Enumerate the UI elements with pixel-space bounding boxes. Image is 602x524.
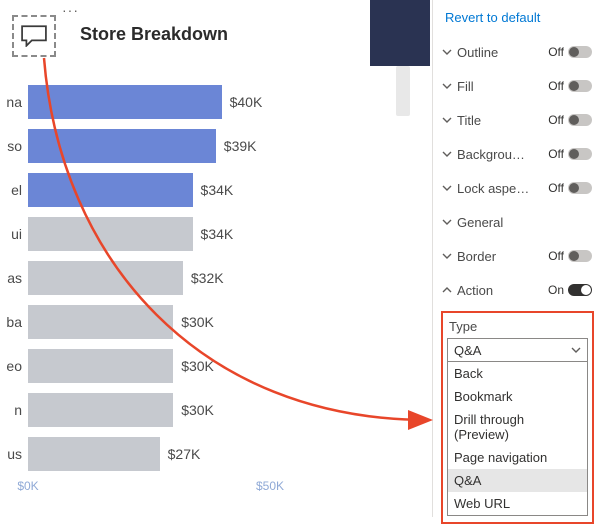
bar-category-label: ui bbox=[0, 226, 28, 242]
toggle-switch[interactable] bbox=[568, 182, 592, 194]
dropdown-option[interactable]: Drill through (Preview) bbox=[448, 408, 587, 446]
canvas-scrollbar[interactable] bbox=[396, 66, 410, 116]
dropdown-option[interactable]: Web URL bbox=[448, 492, 587, 515]
toggle-switch[interactable] bbox=[568, 250, 592, 262]
bar-value-label: $30K bbox=[181, 314, 214, 330]
property-label: Title bbox=[457, 113, 548, 128]
bar-fill[interactable]: $39K bbox=[28, 129, 216, 163]
format-property-row[interactable]: TitleOff bbox=[433, 103, 602, 137]
dropdown-option[interactable]: Back bbox=[448, 362, 587, 385]
type-dropdown: BackBookmarkDrill through (Preview)Page … bbox=[447, 362, 588, 516]
bar-row: so$39K bbox=[0, 124, 380, 168]
property-label: Lock aspe… bbox=[457, 181, 548, 196]
bar-fill[interactable]: $34K bbox=[28, 173, 193, 207]
axis-tick: $0K bbox=[17, 479, 38, 493]
bar-category-label: eo bbox=[0, 358, 28, 374]
toggle-switch[interactable] bbox=[568, 148, 592, 160]
dropdown-option[interactable]: Page navigation bbox=[448, 446, 587, 469]
bar-category-label: us bbox=[0, 446, 28, 462]
toggle-switch[interactable] bbox=[568, 46, 592, 58]
bar-category-label: na bbox=[0, 94, 28, 110]
bar-row: ui$34K bbox=[0, 212, 380, 256]
format-pane: Revert to default OutlineOffFillOffTitle… bbox=[432, 0, 602, 517]
format-property-row[interactable]: BorderOff bbox=[433, 239, 602, 273]
chevron-down-icon bbox=[439, 183, 455, 193]
toggle-state-label: Off bbox=[548, 181, 564, 195]
speech-bubble-icon bbox=[21, 25, 47, 47]
toggle-state-label: Off bbox=[548, 147, 564, 161]
chevron-down-icon bbox=[439, 115, 455, 125]
canvas-dark-region bbox=[370, 0, 430, 66]
bar-fill[interactable]: $34K bbox=[28, 217, 193, 251]
chevron-down-icon bbox=[439, 47, 455, 57]
chart-title: Store Breakdown bbox=[80, 24, 228, 45]
bar-fill[interactable]: $30K bbox=[28, 349, 173, 383]
chevron-down-icon bbox=[439, 149, 455, 159]
toggle-state-label: Off bbox=[548, 249, 564, 263]
format-property-row[interactable]: General bbox=[433, 205, 602, 239]
chevron-down-icon bbox=[439, 251, 455, 261]
chevron-down-icon bbox=[571, 345, 581, 355]
toggle-state-label: On bbox=[548, 283, 564, 297]
bar-category-label: n bbox=[0, 402, 28, 418]
bar-value-label: $30K bbox=[181, 402, 214, 418]
bar-fill[interactable]: $32K bbox=[28, 261, 183, 295]
action-type-section: Type Q&A BackBookmarkDrill through (Prev… bbox=[441, 311, 594, 524]
toggle-switch[interactable] bbox=[568, 114, 592, 126]
toggle-state-label: Off bbox=[548, 113, 564, 127]
axis-tick: $50K bbox=[256, 479, 284, 493]
x-axis: $0K$50K bbox=[28, 479, 380, 499]
chevron-down-icon bbox=[439, 81, 455, 91]
bar-row: ba$30K bbox=[0, 300, 380, 344]
property-label: Border bbox=[457, 249, 548, 264]
visual-more-menu[interactable]: ··· bbox=[62, 2, 79, 18]
toggle-switch[interactable] bbox=[568, 284, 592, 296]
bar-row: el$34K bbox=[0, 168, 380, 212]
dropdown-option[interactable]: Q&A bbox=[448, 469, 587, 492]
bar-value-label: $40K bbox=[230, 94, 263, 110]
bar-row: us$27K bbox=[0, 432, 380, 476]
bar-category-label: so bbox=[0, 138, 28, 154]
dropdown-option[interactable]: Bookmark bbox=[448, 385, 587, 408]
toggle-state-label: Off bbox=[548, 45, 564, 59]
format-property-row[interactable]: OutlineOff bbox=[433, 35, 602, 69]
property-label: Fill bbox=[457, 79, 548, 94]
property-label: Backgrou… bbox=[457, 147, 548, 162]
property-label: Outline bbox=[457, 45, 548, 60]
type-label: Type bbox=[447, 317, 588, 338]
revert-to-default-link[interactable]: Revert to default bbox=[433, 4, 602, 35]
type-selected-value: Q&A bbox=[454, 343, 481, 358]
bar-fill[interactable]: $40K bbox=[28, 85, 222, 119]
bar-row: as$32K bbox=[0, 256, 380, 300]
bar-fill[interactable]: $30K bbox=[28, 305, 173, 339]
format-property-row[interactable]: Backgrou…Off bbox=[433, 137, 602, 171]
bar-category-label: as bbox=[0, 270, 28, 286]
bar-fill[interactable]: $30K bbox=[28, 393, 173, 427]
bar-value-label: $34K bbox=[201, 182, 234, 198]
toggle-switch[interactable] bbox=[568, 80, 592, 92]
bar-category-label: el bbox=[0, 182, 28, 198]
chevron-up-icon bbox=[439, 285, 455, 295]
bar-value-label: $27K bbox=[168, 446, 201, 462]
property-label: General bbox=[457, 215, 592, 230]
bar-row: n$30K bbox=[0, 388, 380, 432]
chevron-down-icon bbox=[439, 217, 455, 227]
type-select[interactable]: Q&A bbox=[447, 338, 588, 362]
bar-row: eo$30K bbox=[0, 344, 380, 388]
format-property-row[interactable]: Lock aspe…Off bbox=[433, 171, 602, 205]
report-canvas: ··· Store Breakdown na$40Kso$39Kel$34Kui… bbox=[0, 0, 430, 517]
bar-fill[interactable]: $27K bbox=[28, 437, 160, 471]
bar-value-label: $39K bbox=[224, 138, 257, 154]
qna-button-visual[interactable] bbox=[12, 15, 56, 57]
bar-value-label: $32K bbox=[191, 270, 224, 286]
format-property-row[interactable]: FillOff bbox=[433, 69, 602, 103]
format-property-row[interactable]: ActionOn bbox=[433, 273, 602, 307]
bar-row: na$40K bbox=[0, 80, 380, 124]
bar-chart: na$40Kso$39Kel$34Kui$34Kas$32Kba$30Keo$3… bbox=[0, 80, 380, 476]
property-label: Action bbox=[457, 283, 548, 298]
bar-category-label: ba bbox=[0, 314, 28, 330]
bar-value-label: $30K bbox=[181, 358, 214, 374]
toggle-state-label: Off bbox=[548, 79, 564, 93]
bar-value-label: $34K bbox=[201, 226, 234, 242]
